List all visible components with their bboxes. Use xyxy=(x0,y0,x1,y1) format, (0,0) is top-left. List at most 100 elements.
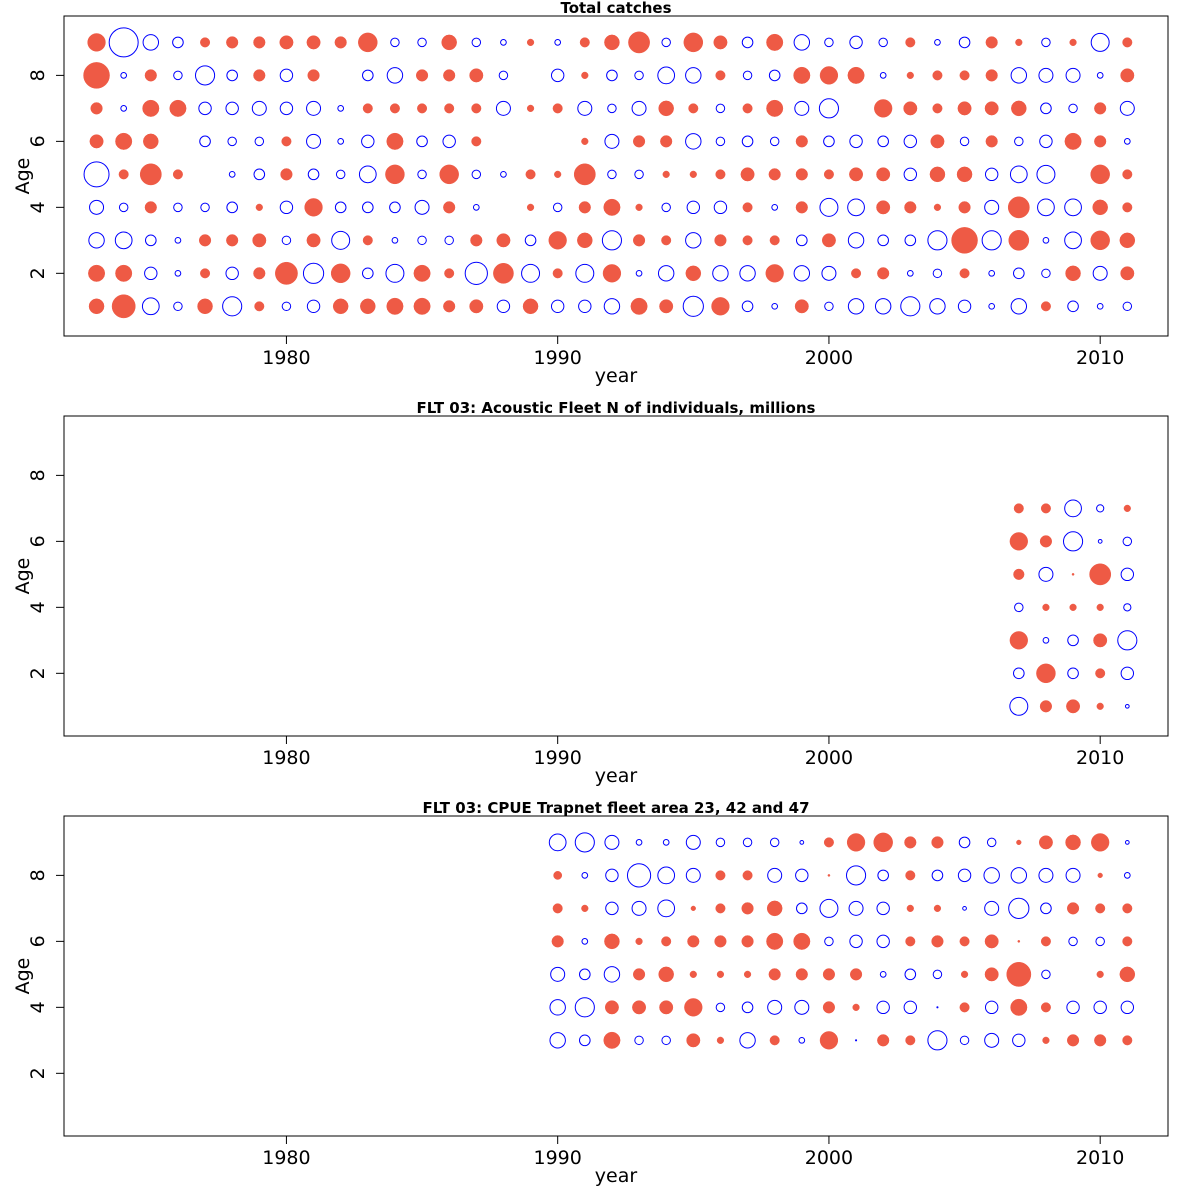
residual-bubble-negative xyxy=(172,36,184,49)
residual-bubble-positive xyxy=(765,264,784,283)
residual-bubble-negative xyxy=(471,169,482,180)
x-tick-label: 2000 xyxy=(805,747,853,769)
residual-bubble-negative xyxy=(548,833,567,852)
residual-bubble-positive xyxy=(905,870,916,881)
residual-bubble-positive xyxy=(632,968,646,981)
residual-bubble-positive xyxy=(306,35,321,50)
residual-bubble-negative xyxy=(661,37,671,48)
residual-bubble-negative xyxy=(578,299,592,314)
residual-bubble-negative xyxy=(361,134,375,149)
residual-bubble-negative xyxy=(986,837,997,848)
residual-bubble-positive xyxy=(552,903,563,914)
residual-bubble-negative xyxy=(307,168,320,181)
residual-bubble-positive xyxy=(827,874,831,877)
residual-bubble-negative xyxy=(715,837,726,848)
residual-bubble-positive xyxy=(1090,230,1110,251)
residual-bubble-negative xyxy=(552,202,563,213)
residual-bubble-positive xyxy=(661,235,672,246)
residual-bubble-negative xyxy=(795,234,808,247)
residual-bubble-negative xyxy=(1041,37,1051,48)
residual-bubble-negative xyxy=(795,902,808,915)
residual-bubble-negative xyxy=(200,202,210,213)
residual-bubble-positive xyxy=(253,36,266,49)
residual-bubble-negative xyxy=(575,263,595,283)
y-axis-label: Age xyxy=(12,958,34,995)
residual-bubble-negative xyxy=(1009,696,1029,716)
residual-bubble-negative xyxy=(1062,531,1084,552)
residual-bubble-positive xyxy=(334,36,347,49)
residual-bubble-negative xyxy=(1120,567,1135,582)
residual-bubble-negative xyxy=(1010,867,1028,884)
residual-bubble-positive xyxy=(930,134,945,149)
residual-bubble-negative xyxy=(879,970,887,978)
residual-bubble-negative xyxy=(662,839,670,846)
residual-bubble-negative xyxy=(1065,867,1081,883)
x-tick-label: 1980 xyxy=(262,347,310,369)
residual-bubble-positive xyxy=(766,99,784,117)
residual-bubble-positive xyxy=(877,1034,890,1047)
y-tick-label: 4 xyxy=(27,601,49,613)
residual-bubble-positive xyxy=(714,935,727,948)
residual-bubble-positive xyxy=(279,35,294,50)
x-tick-label: 2000 xyxy=(805,1147,853,1169)
residual-bubble-positive xyxy=(1066,699,1081,714)
residual-bubble-negative xyxy=(715,103,726,114)
residual-bubble-positive xyxy=(581,71,589,79)
residual-bubble-negative xyxy=(174,236,182,244)
residual-bubble-negative xyxy=(1066,1000,1080,1015)
residual-bubble-negative xyxy=(685,834,701,850)
residual-bubble-negative xyxy=(144,266,158,281)
residual-bubble-positive xyxy=(89,134,104,149)
residual-bubble-negative xyxy=(1119,100,1135,116)
residual-bubble-positive xyxy=(603,198,621,216)
residual-bubble-negative xyxy=(1064,198,1082,217)
residual-bubble-negative xyxy=(334,201,347,214)
residual-bubble-positive xyxy=(1064,132,1082,150)
residual-bubble-negative xyxy=(635,839,643,846)
residual-bubble-positive xyxy=(742,235,753,246)
residual-bubble-negative xyxy=(741,36,754,49)
plot-frame xyxy=(63,15,1169,337)
residual-bubble-positive xyxy=(172,169,183,180)
residual-bubble-negative xyxy=(794,100,810,116)
residual-bubble-positive xyxy=(1013,568,1025,580)
residual-bubble-negative xyxy=(1037,198,1055,217)
residual-bubble-negative xyxy=(824,301,834,312)
residual-bubble-negative xyxy=(1122,301,1133,312)
residual-bubble-negative xyxy=(819,898,839,918)
residual-bubble-positive xyxy=(413,264,431,282)
residual-bubble-positive xyxy=(740,167,755,182)
chart-panel-3: FLT 03: CPUE Trapnet fleet area 23, 42 a… xyxy=(12,799,1169,1187)
residual-bubble-negative xyxy=(227,136,237,147)
x-axis-label: year xyxy=(595,1165,638,1187)
residual-bubble-positive xyxy=(1096,603,1104,611)
residual-bubble-negative xyxy=(114,231,133,250)
residual-bubble-positive xyxy=(766,932,784,950)
residual-bubble-negative xyxy=(849,934,863,949)
residual-bubble-negative xyxy=(742,70,753,81)
residual-bubble-negative xyxy=(1041,268,1051,279)
residual-bubble-negative xyxy=(1124,703,1130,709)
residual-bubble-negative xyxy=(903,1000,918,1015)
residual-bubble-negative xyxy=(1093,1000,1107,1015)
y-tick-label: 2 xyxy=(27,667,49,679)
residual-bubble-negative xyxy=(661,1035,671,1046)
residual-bubble-positive xyxy=(413,297,431,315)
residual-bubble-positive xyxy=(139,163,162,186)
residual-bubble-negative xyxy=(225,266,239,281)
x-tick-label: 1990 xyxy=(534,347,582,369)
residual-bubble-negative xyxy=(929,298,946,315)
residual-bubble-positive xyxy=(1009,631,1028,650)
residual-bubble-positive xyxy=(689,970,697,978)
residual-bubble-positive xyxy=(385,164,405,185)
residual-bubble-positive xyxy=(360,298,376,315)
residual-bubble-positive xyxy=(716,970,725,978)
residual-bubble-positive xyxy=(275,261,298,285)
residual-bubble-negative xyxy=(604,834,620,850)
residual-bubble-negative xyxy=(767,867,783,883)
residual-bubble-positive xyxy=(469,299,484,314)
residual-bubble-positive xyxy=(111,294,136,319)
residual-bubble-positive xyxy=(741,902,754,915)
residual-bubble-positive xyxy=(985,69,998,82)
residual-bubble-positive xyxy=(661,936,672,947)
